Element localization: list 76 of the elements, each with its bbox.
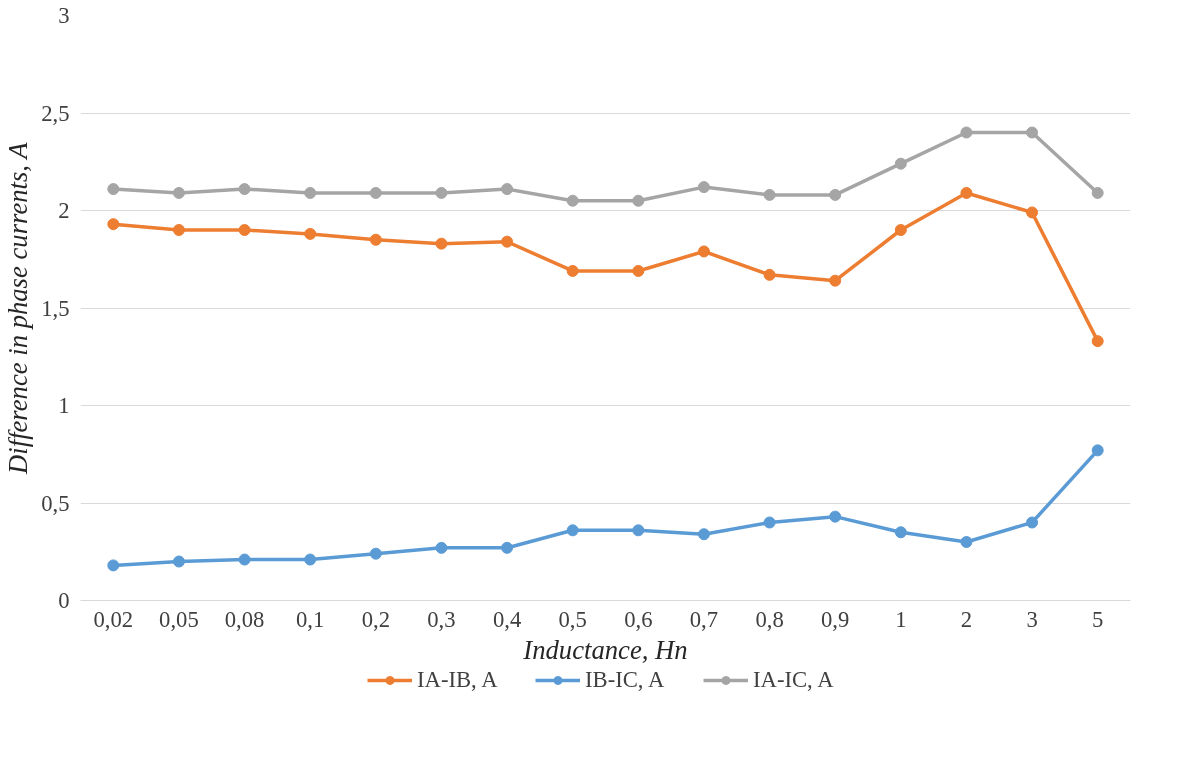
point: [501, 183, 514, 196]
point: [1091, 444, 1104, 457]
x-tick-label: 0,2: [361, 606, 390, 632]
x-tick-label: 0,6: [624, 606, 653, 632]
point: [960, 126, 973, 139]
point: [829, 510, 842, 523]
x-tick-label: 0,9: [821, 606, 850, 632]
point: [632, 524, 645, 537]
legend-label: IB-IC, A: [584, 667, 666, 693]
point: [632, 194, 645, 207]
x-tick-label: 3: [1026, 606, 1038, 632]
y-tick-label: 3: [58, 3, 70, 28]
point: [369, 233, 382, 246]
point: [566, 194, 579, 207]
point: [238, 183, 251, 196]
point: [369, 186, 382, 199]
legend-label: IA-IC, A: [752, 667, 835, 693]
point: [763, 188, 776, 201]
y-tick-label: 0: [58, 588, 70, 613]
point: [238, 553, 251, 566]
point: [304, 227, 317, 240]
y-tick-label: 2: [58, 198, 70, 223]
point: [1091, 186, 1104, 199]
point: [435, 186, 448, 199]
point: [1026, 206, 1039, 219]
x-tick-label: 0,3: [427, 606, 456, 632]
x-tick-label: 0,05: [159, 606, 199, 632]
y-tick-label: 1,5: [41, 295, 70, 321]
point: [172, 224, 185, 236]
point: [304, 553, 317, 566]
point: [566, 524, 579, 537]
point: [566, 264, 579, 277]
point: [172, 186, 185, 199]
point: [1091, 335, 1104, 348]
x-tick-label: 1: [895, 606, 907, 632]
point: [1026, 126, 1039, 139]
point: [894, 157, 907, 170]
point: [697, 245, 710, 258]
point: [172, 555, 185, 568]
point: [107, 218, 120, 231]
legend-label: IA-IB, A: [416, 667, 499, 693]
point: [501, 235, 514, 248]
y-tick-label: 1: [58, 393, 70, 418]
x-tick-label: 0,8: [755, 606, 784, 632]
point: [1026, 516, 1039, 529]
point: [107, 559, 120, 572]
point: [697, 181, 710, 194]
point: [107, 183, 120, 196]
point: [763, 268, 776, 281]
point: [435, 237, 448, 250]
point: [238, 224, 251, 236]
y-tick-label: 2,5: [41, 100, 70, 126]
point: [304, 186, 317, 199]
point: [697, 528, 710, 541]
x-tick-label: 0,4: [492, 606, 522, 632]
point: [632, 264, 645, 277]
point: [369, 547, 382, 560]
point: [829, 188, 842, 201]
point: [960, 186, 973, 199]
x-tick-label: 5: [1092, 606, 1104, 632]
x-tick-label: 2: [960, 606, 973, 632]
x-tick-label: 0,02: [93, 606, 134, 632]
point: [829, 274, 842, 287]
x-tick-label: 0,7: [689, 606, 719, 632]
x-axis-title: Inductance, Hn: [522, 634, 688, 665]
point: [894, 224, 907, 236]
x-tick-label: 0,5: [558, 606, 587, 632]
x-tick-label: 0,1: [296, 606, 325, 632]
x-tick-label: 0,08: [224, 606, 265, 632]
point: [960, 536, 973, 548]
point: [894, 526, 907, 539]
point: [763, 516, 776, 529]
point: [435, 541, 448, 554]
point: [501, 541, 514, 554]
y-tick-label: 0,5: [41, 490, 70, 516]
y-axis-title: Difference in phase currents, A: [3, 141, 34, 475]
